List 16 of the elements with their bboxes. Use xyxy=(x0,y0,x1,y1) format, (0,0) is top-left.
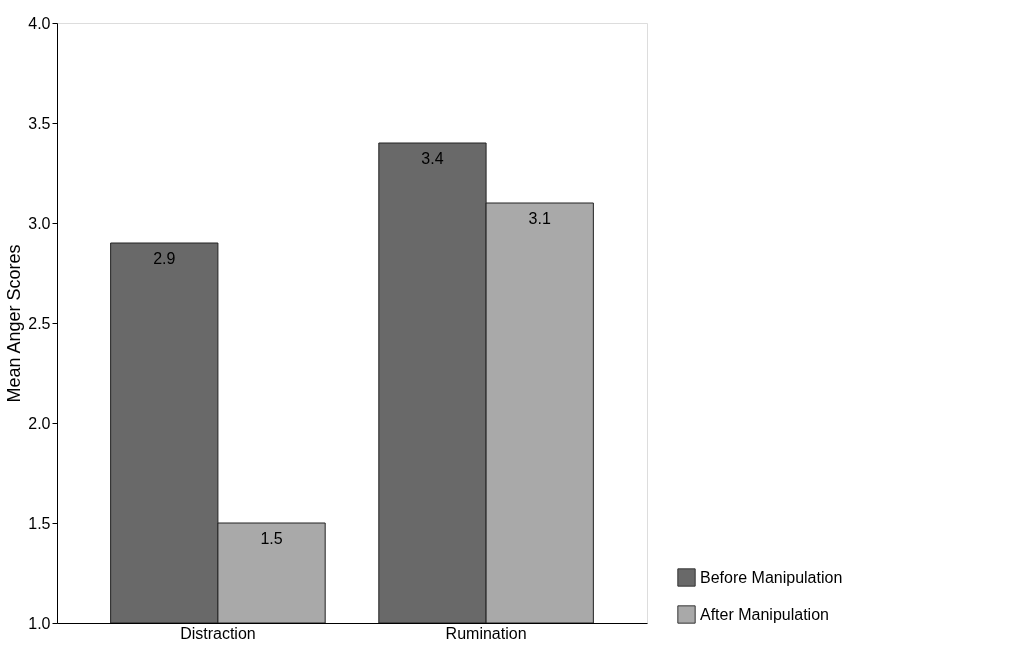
data-label: 3.1 xyxy=(528,210,551,227)
data-label: 3.4 xyxy=(421,150,444,167)
legend-label: Before Manipulation xyxy=(700,568,843,586)
y-tick-label: 1.0 xyxy=(28,614,51,632)
y-tick-label: 1.5 xyxy=(28,514,51,532)
y-tick-label: 2.5 xyxy=(28,314,51,332)
y-tick-label: 3.5 xyxy=(28,114,51,132)
legend-label: After Manipulation xyxy=(700,605,829,623)
x-tick-label: Distraction xyxy=(180,624,256,642)
y-axis-title: Mean Anger Scores xyxy=(4,244,25,403)
y-tick-label: 2.0 xyxy=(28,414,51,432)
data-label: 2.9 xyxy=(153,250,176,267)
y-tick-label: 4.0 xyxy=(28,14,51,32)
y-tick-label: 3.0 xyxy=(28,214,51,232)
x-tick-label: Rumination xyxy=(445,624,527,642)
data-label: 1.5 xyxy=(260,530,283,547)
